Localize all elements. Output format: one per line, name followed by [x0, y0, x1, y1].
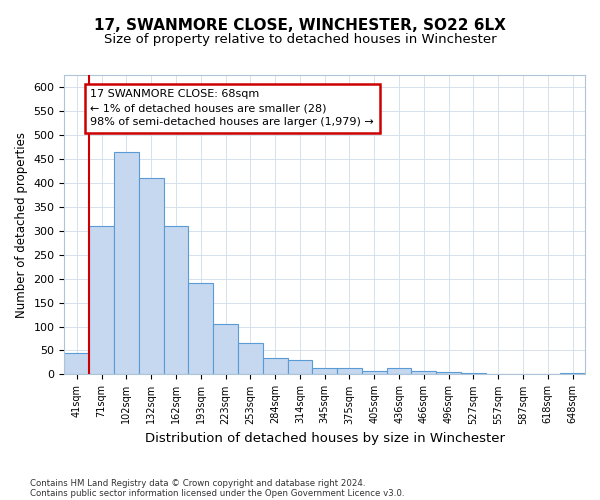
Bar [213, 324, 238, 374]
Bar [263, 358, 287, 374]
Bar [188, 284, 213, 374]
X-axis label: Distribution of detached houses by size in Winchester: Distribution of detached houses by size … [145, 432, 505, 445]
Text: Size of property relative to detached houses in Winchester: Size of property relative to detached ho… [104, 32, 496, 46]
Text: Contains public sector information licensed under the Open Government Licence v3: Contains public sector information licen… [30, 488, 404, 498]
Bar [114, 152, 139, 374]
Bar [461, 373, 486, 374]
Bar [238, 344, 263, 374]
Text: 17, SWANMORE CLOSE, WINCHESTER, SO22 6LX: 17, SWANMORE CLOSE, WINCHESTER, SO22 6LX [94, 18, 506, 32]
Bar [139, 178, 164, 374]
Bar [412, 370, 436, 374]
Y-axis label: Number of detached properties: Number of detached properties [15, 132, 28, 318]
Bar [362, 370, 386, 374]
Bar [64, 353, 89, 374]
Bar [313, 368, 337, 374]
Bar [89, 226, 114, 374]
Text: Contains HM Land Registry data © Crown copyright and database right 2024.: Contains HM Land Registry data © Crown c… [30, 478, 365, 488]
Bar [337, 368, 362, 374]
Bar [436, 372, 461, 374]
Text: 17 SWANMORE CLOSE: 68sqm
← 1% of detached houses are smaller (28)
98% of semi-de: 17 SWANMORE CLOSE: 68sqm ← 1% of detache… [91, 90, 374, 128]
Bar [386, 368, 412, 374]
Bar [287, 360, 313, 374]
Bar [164, 226, 188, 374]
